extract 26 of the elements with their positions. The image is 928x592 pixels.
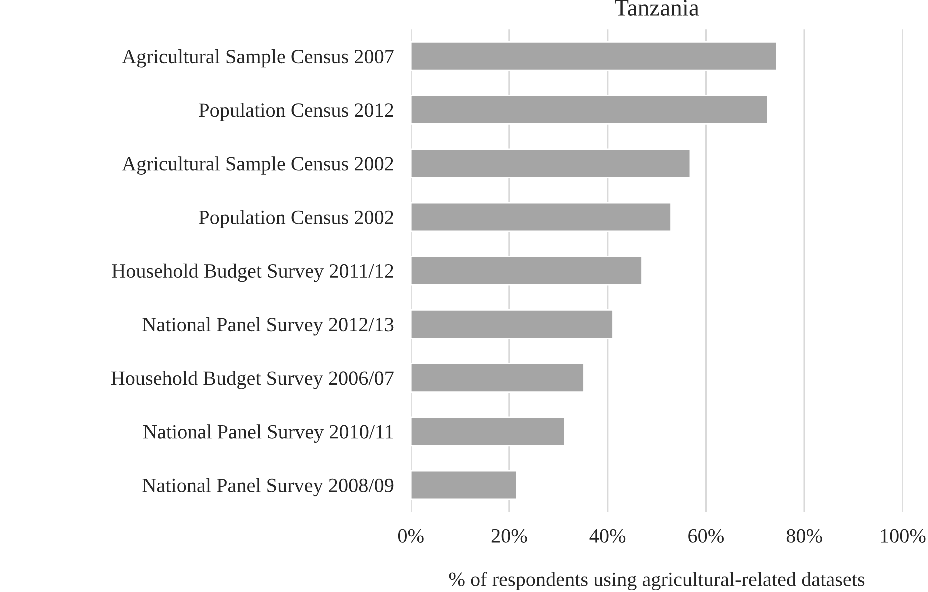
bar (411, 42, 778, 72)
x-tick-label: 0% (398, 529, 424, 543)
y-tick-label: Household Budget Survey 2006/07 (111, 371, 394, 390)
bar (411, 416, 566, 447)
y-tick-label: Agricultural Sample Census 2007 (122, 49, 394, 68)
x-tick-label: 80% (786, 529, 822, 543)
y-tick-label: Agricultural Sample Census 2002 (122, 156, 394, 175)
y-tick-label: Household Budget Survey 2011/12 (112, 264, 394, 282)
x-tick-label: 60% (688, 529, 724, 543)
bar (411, 470, 518, 500)
y-tick-label: Population Census 2002 (199, 210, 394, 229)
y-tick-label: National Panel Survey 2012/13 (142, 317, 394, 336)
bar (411, 95, 768, 125)
x-tick-label: 40% (590, 529, 626, 543)
chart-title: Tanzania (615, 0, 700, 16)
y-tick-label: National Panel Survey 2008/09 (142, 478, 394, 497)
bar (411, 148, 692, 179)
y-tick-label: National Panel Survey 2010/11 (144, 424, 394, 443)
y-tick-label: Population Census 2012 (199, 103, 394, 122)
x-tick-label: 100% (881, 529, 926, 543)
bar (411, 310, 614, 340)
x-tick-label: 20% (492, 529, 528, 543)
bar (411, 256, 643, 286)
x-axis-title: % of respondents using agricultural-related datasets (449, 572, 865, 591)
bar (411, 202, 672, 232)
bar (411, 363, 585, 393)
